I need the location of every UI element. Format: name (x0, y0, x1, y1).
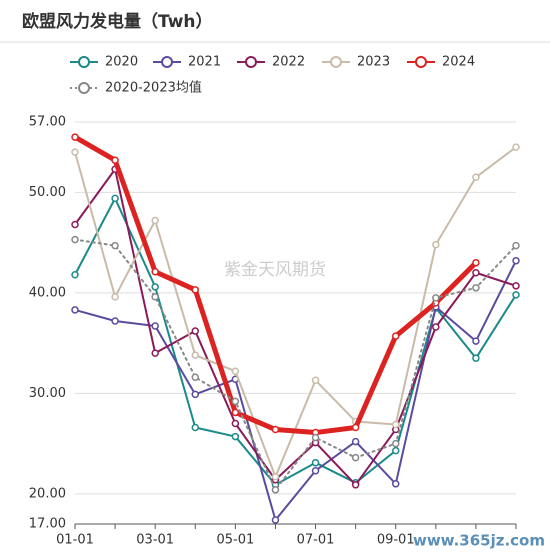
point (351, 481, 360, 489)
x-tick-label: 03-01 (136, 533, 174, 548)
point (71, 271, 79, 279)
y-tick-label: 40.00 (29, 285, 66, 300)
x-tick-label: 07-01 (297, 533, 335, 548)
point (472, 269, 480, 277)
legend-label: 2023 (357, 55, 390, 70)
series-line (74, 146, 517, 478)
point (472, 337, 480, 345)
legend-marker (245, 56, 257, 68)
point (191, 327, 200, 335)
legend-label: 2020-2023均值 (105, 80, 202, 96)
point (351, 437, 360, 446)
point (472, 258, 480, 267)
series-line (74, 197, 517, 486)
point (151, 267, 159, 276)
legend-label: 2020 (105, 55, 138, 70)
point (512, 143, 520, 151)
point (271, 486, 280, 494)
point (391, 480, 400, 488)
y-tick-label: 20.00 (29, 486, 66, 501)
legend-label: 2021 (188, 55, 221, 70)
point (191, 423, 200, 432)
point (71, 148, 79, 156)
point (512, 282, 520, 290)
point (512, 241, 520, 250)
watermark: 紫金天风期货 (224, 260, 326, 280)
point (231, 432, 240, 441)
point (472, 354, 480, 362)
point (311, 433, 320, 442)
point (111, 293, 119, 301)
series-line (73, 134, 478, 436)
y-tick-label: 50.00 (29, 185, 66, 200)
point (71, 306, 79, 314)
x-tick-label: 09-01 (377, 533, 415, 548)
series-line (74, 238, 517, 491)
point (231, 419, 240, 428)
series-line (74, 260, 517, 521)
x-tick-label: 01-01 (56, 533, 94, 548)
point (111, 317, 119, 325)
point (391, 332, 400, 340)
point (391, 446, 400, 455)
point (71, 235, 79, 244)
point (191, 390, 200, 399)
legend-label: 2024 (442, 55, 475, 70)
point (111, 194, 119, 203)
point (231, 367, 240, 375)
point (151, 283, 159, 291)
point (311, 376, 320, 385)
point (151, 293, 159, 301)
point (111, 241, 119, 250)
point (512, 256, 520, 265)
point (311, 458, 320, 467)
point (311, 466, 320, 475)
point (151, 216, 159, 225)
point (111, 156, 119, 164)
watermark: www.365jz.com (413, 532, 545, 550)
point (432, 294, 440, 302)
point (472, 284, 480, 292)
point (512, 291, 520, 299)
point (351, 423, 360, 432)
point (432, 323, 440, 331)
x-tick-label: 05-01 (216, 533, 254, 548)
legend-marker (415, 56, 427, 68)
legend-marker (330, 56, 342, 68)
point (472, 173, 480, 182)
point (432, 240, 440, 249)
point (151, 349, 159, 357)
legend-marker (161, 56, 173, 68)
series-line (74, 168, 517, 486)
point (191, 373, 200, 382)
point (391, 439, 400, 448)
legend-marker (78, 82, 90, 94)
point (271, 425, 280, 434)
point (71, 220, 79, 229)
point (231, 397, 240, 406)
y-tick-label: 30.00 (29, 386, 66, 401)
point (231, 408, 240, 417)
point (151, 322, 159, 330)
point (271, 516, 280, 524)
point (351, 453, 360, 462)
point (271, 473, 280, 481)
point (71, 133, 79, 141)
y-tick-label: 57.00 (29, 115, 66, 130)
point (191, 286, 200, 294)
point (391, 420, 400, 429)
y-tick-label: 17.00 (29, 517, 66, 532)
chart-title: 欧盟风力发电量（Twh） (22, 11, 213, 32)
legend-label: 2022 (272, 55, 305, 70)
legend-marker (78, 56, 90, 68)
point (191, 351, 200, 359)
